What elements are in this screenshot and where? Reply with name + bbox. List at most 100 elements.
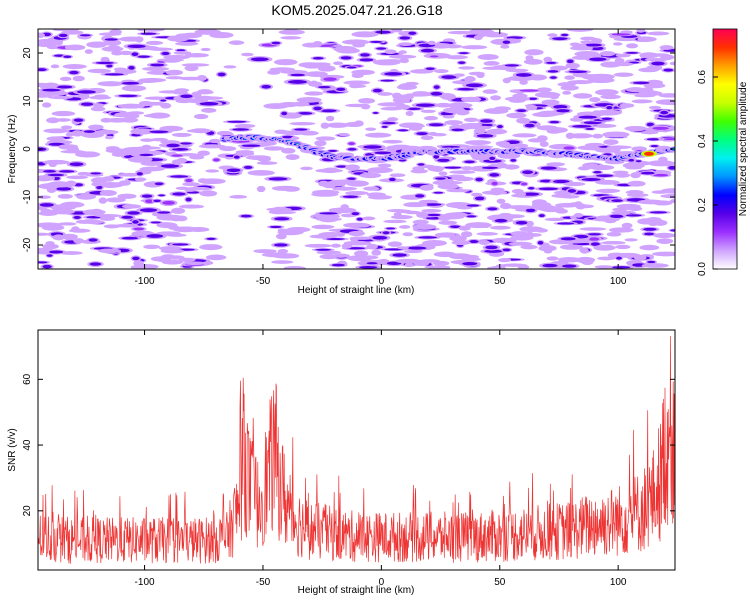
spectral-blob-core — [522, 170, 534, 175]
spectral-blob — [77, 171, 91, 176]
spectral-blob — [82, 209, 106, 216]
spectral-blob-core — [376, 47, 387, 50]
spectral-blob — [510, 231, 529, 237]
spectral-blob — [659, 45, 674, 50]
spectral-blob — [127, 156, 153, 163]
spectral-blob-core — [351, 212, 360, 216]
spectral-blob — [84, 49, 93, 54]
spectral-blob-core — [88, 238, 98, 242]
spectral-blob — [331, 253, 351, 258]
spectral-blob — [343, 222, 371, 228]
spectral-blob — [653, 219, 668, 226]
spectral-blob — [455, 109, 470, 116]
spectral-blob — [142, 101, 166, 106]
x-tick-label: 100 — [610, 577, 627, 588]
y-tick-label: 0 — [22, 146, 33, 152]
spectral-blob-core — [475, 196, 485, 201]
spectral-blob — [523, 58, 543, 65]
spectral-blob — [341, 243, 353, 249]
spectral-blob — [594, 109, 622, 116]
spectral-blob — [403, 202, 428, 208]
spectral-blob — [495, 141, 510, 147]
spectral-blob-core — [538, 187, 559, 191]
spectral-blob-core — [42, 264, 52, 269]
spectral-blob — [640, 130, 659, 135]
spectral-blob — [256, 185, 266, 193]
spectral-blob — [50, 64, 60, 69]
spectral-blob-core — [136, 172, 143, 176]
spectral-blob-core — [430, 91, 443, 96]
spectral-blob — [315, 136, 336, 141]
spectral-blob-core — [566, 59, 574, 64]
spectral-blob — [440, 93, 456, 100]
spectral-blob — [547, 33, 558, 37]
spectral-blob — [38, 42, 55, 48]
spectral-blob-core — [649, 211, 668, 214]
spectral-blob-core — [606, 106, 613, 110]
spectral-blob — [102, 39, 122, 46]
spectral-blob — [382, 139, 403, 144]
spectral-blob-core — [133, 227, 145, 231]
spectral-blob — [263, 103, 289, 109]
spectral-blob-core — [646, 138, 661, 141]
spectral-blob — [515, 192, 527, 197]
spectral-blob — [100, 56, 110, 62]
spectral-blob — [60, 201, 85, 208]
spectral-blob — [645, 79, 663, 87]
spectral-blob — [395, 104, 411, 110]
spectral-blob — [606, 231, 622, 237]
spectral-blob-core — [46, 254, 53, 257]
spectral-peak — [643, 151, 654, 156]
spectral-blob-core — [150, 63, 165, 67]
spectral-blob-core — [347, 147, 357, 151]
spectral-blob-core — [356, 217, 363, 221]
spectral-blob-core — [56, 187, 72, 191]
spectral-blob — [367, 133, 384, 138]
spectral-blob — [75, 219, 94, 224]
spectral-blob-core — [552, 179, 570, 184]
spectral-blob-core — [552, 37, 568, 41]
spectral-blob-core — [154, 182, 164, 186]
spectral-blob — [464, 76, 476, 83]
spectral-blob-core — [172, 192, 186, 196]
spectral-blob — [48, 95, 73, 100]
spectral-blob — [108, 198, 122, 203]
spectral-blob — [591, 38, 603, 44]
spectral-blob — [581, 258, 594, 266]
snr-series-line — [38, 336, 675, 564]
colorbar-tick-label: 0.6 — [697, 70, 708, 84]
spectral-blob — [603, 139, 619, 145]
spectral-blob — [532, 112, 550, 116]
spectral-blob-core — [572, 125, 592, 128]
spectral-blob — [193, 113, 209, 120]
spectral-blob-core — [374, 30, 391, 34]
spectral-blob — [151, 137, 168, 142]
spectral-blob — [625, 87, 646, 93]
spectral-blob — [470, 125, 492, 130]
spectral-blob-core — [372, 88, 382, 93]
spectral-blob-core — [408, 31, 417, 35]
spectral-blob — [308, 81, 323, 87]
spectral-blob-core — [625, 214, 642, 217]
spectral-blob — [508, 241, 533, 246]
spectral-blob — [322, 167, 340, 174]
spectral-blob — [93, 41, 106, 47]
spectral-blob-core — [451, 128, 464, 132]
spectral-blob — [65, 175, 89, 180]
spectral-blob — [627, 180, 646, 187]
spectral-blob — [427, 40, 436, 46]
spectral-blob — [277, 249, 289, 254]
spectral-blob-core — [433, 191, 444, 194]
spectral-blob-core — [180, 94, 193, 98]
spectral-blob — [51, 110, 76, 117]
spectral-blob — [458, 225, 471, 231]
spectral-blob — [405, 110, 414, 117]
spectral-blob-core — [397, 129, 409, 132]
spectral-blob-core — [416, 132, 428, 136]
spectral-blob-core — [466, 204, 480, 207]
spectral-blob-core — [567, 189, 577, 193]
spectral-blob-core — [640, 171, 655, 175]
x-tick-label: -100 — [135, 577, 155, 588]
spectral-blob — [387, 241, 403, 247]
